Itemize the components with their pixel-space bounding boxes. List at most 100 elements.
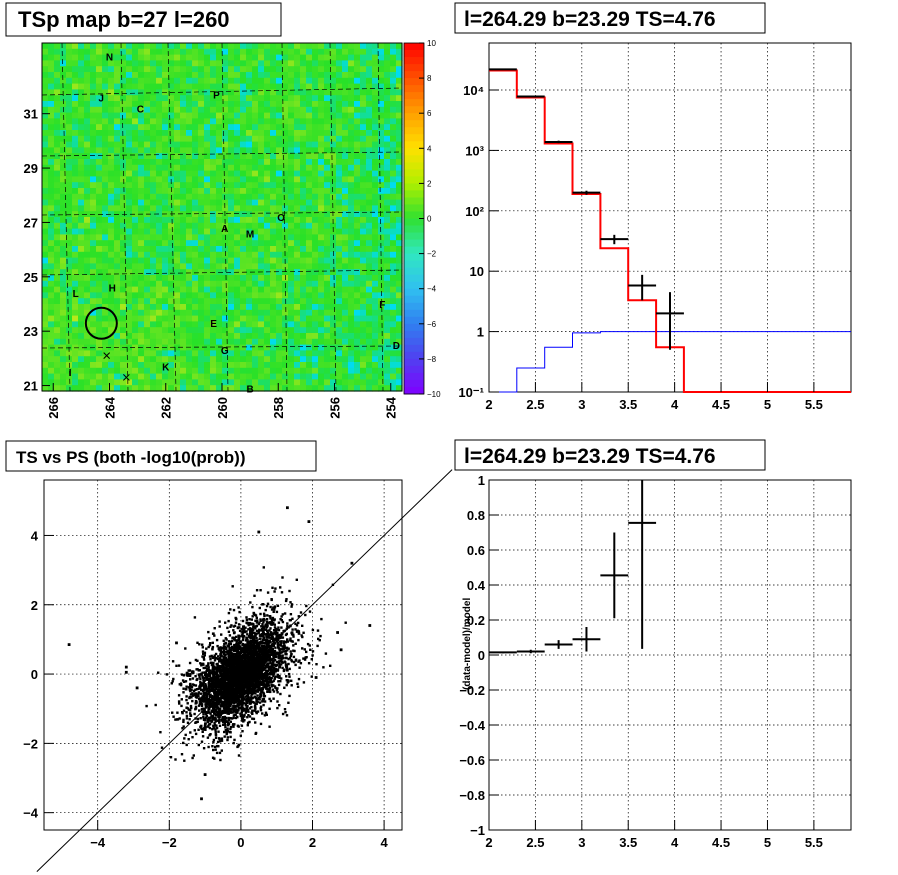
tsp-map-cell <box>180 77 187 85</box>
tsp-map-cell <box>246 246 253 253</box>
tsp-map-cell <box>168 118 175 125</box>
scatter-points <box>67 506 372 801</box>
tsp-map-cell <box>144 182 151 189</box>
tsp-map-cell <box>192 338 199 346</box>
tsp-map-cell <box>150 269 157 276</box>
tsp-map-cell <box>384 263 391 270</box>
tsp-map-cell <box>390 321 397 328</box>
tsp-map-cell <box>378 385 385 392</box>
tsp-map-cell <box>216 153 223 160</box>
tsp-map-cell <box>336 217 343 224</box>
tsp-map-cell <box>306 304 313 311</box>
colorbar-swatch <box>404 120 424 128</box>
scatter-point <box>189 731 192 734</box>
tsp-map-cell <box>90 182 97 189</box>
tsp-map-cell <box>48 48 55 56</box>
tsp-map-cell <box>354 263 361 270</box>
tsp-map-cell <box>264 217 271 224</box>
tsp-map-cell <box>192 333 199 340</box>
tsp-map-cell <box>72 362 79 369</box>
tsp-map-cell <box>270 118 277 125</box>
tsp-map-cell <box>294 54 301 61</box>
tsp-map-cell <box>78 246 85 253</box>
tsp-map-cell <box>60 251 67 259</box>
tsp-map-cell <box>378 344 385 351</box>
tsp-map-cell <box>354 286 361 293</box>
scatter-point <box>254 710 258 713</box>
tsp-map-cell <box>246 333 253 340</box>
tsp-map-cell <box>66 298 73 305</box>
tsp-map-cell <box>372 286 379 293</box>
tsp-map-cell <box>108 66 115 73</box>
tsp-map-cell <box>288 246 295 253</box>
tsp-map-cell <box>246 373 253 380</box>
tsp-map-cell <box>150 379 157 386</box>
tsp-map-cell <box>378 176 385 183</box>
tsp-map-cell <box>396 263 403 270</box>
tsp-map-cell <box>330 269 337 276</box>
scatter-point <box>205 710 208 714</box>
tsp-map-cell <box>126 228 133 235</box>
scatter-point <box>259 646 262 650</box>
colorbar-tick-label: 2 <box>427 179 432 188</box>
tsp-map-cell <box>180 338 187 346</box>
tsp-map-cell <box>372 275 379 282</box>
tsp-map-cell <box>330 89 337 96</box>
tsp-map-cell <box>306 222 313 230</box>
tsp-map-cell <box>48 327 55 334</box>
tsp-map-cell <box>366 130 373 137</box>
tsp-map-cell <box>378 153 385 160</box>
tsp-map-cell <box>198 176 205 183</box>
tsp-map-cell <box>96 327 103 334</box>
tsp-map-cell <box>174 251 181 259</box>
tsp-map-cell <box>282 327 289 334</box>
tsp-map-cell <box>276 135 283 143</box>
tsp-map-cell <box>108 327 115 334</box>
tsp-map-cell <box>336 101 343 108</box>
tsp-map-cell <box>108 159 115 166</box>
tsp-map-cell <box>84 153 91 160</box>
tsp-map-cell <box>378 350 385 357</box>
tsp-map-cell <box>48 379 55 386</box>
colorbar-swatch <box>404 169 424 177</box>
tsp-map-cell <box>282 153 289 160</box>
tsp-map-cell <box>168 83 175 90</box>
tsp-map-cell <box>186 367 193 375</box>
tsp-map-cell <box>144 164 151 172</box>
scatter-point <box>255 629 259 633</box>
tsp-map-cell <box>360 379 367 386</box>
tsp-map-cell <box>318 228 325 235</box>
tsp-map-cell <box>198 193 205 201</box>
tsp-map-cell <box>348 333 355 340</box>
colorbar-swatch <box>404 351 424 360</box>
tsp-map-cell <box>360 344 367 351</box>
tsp-map-cell <box>258 344 265 351</box>
tsp-map-cell <box>282 350 289 357</box>
tsp-map-cell <box>156 373 163 380</box>
tsp-map-cell <box>120 43 127 50</box>
tsp-map-cell <box>174 199 181 206</box>
tsp-map-cell <box>228 182 235 189</box>
tsp-map-cell <box>234 367 241 375</box>
tsp-map-cell <box>306 147 313 154</box>
tsp-map-cell <box>312 309 319 317</box>
tsp-map-cell <box>372 298 379 305</box>
tsp-map-cell <box>96 367 103 375</box>
tsp-map-cell <box>162 83 169 90</box>
tsp-map-cell <box>318 217 325 224</box>
tsp-map-cell <box>192 304 199 311</box>
tsp-map-cell <box>126 159 133 166</box>
scatter-point <box>205 714 208 718</box>
tsp-map-cell <box>120 205 127 212</box>
tsp-map-cell <box>396 48 403 56</box>
tsp-map-cell <box>240 147 247 154</box>
tsp-map-cell <box>192 205 199 212</box>
scatter-point <box>268 686 271 690</box>
scatter-point <box>193 616 197 619</box>
tsp-map-cell <box>312 234 319 241</box>
tsp-map-cell <box>150 159 157 166</box>
tsp-map-cell <box>372 112 379 119</box>
tsp-map-cell <box>324 147 331 154</box>
x-tick-label: 4 <box>671 397 679 412</box>
tsp-map-cell <box>306 367 313 375</box>
